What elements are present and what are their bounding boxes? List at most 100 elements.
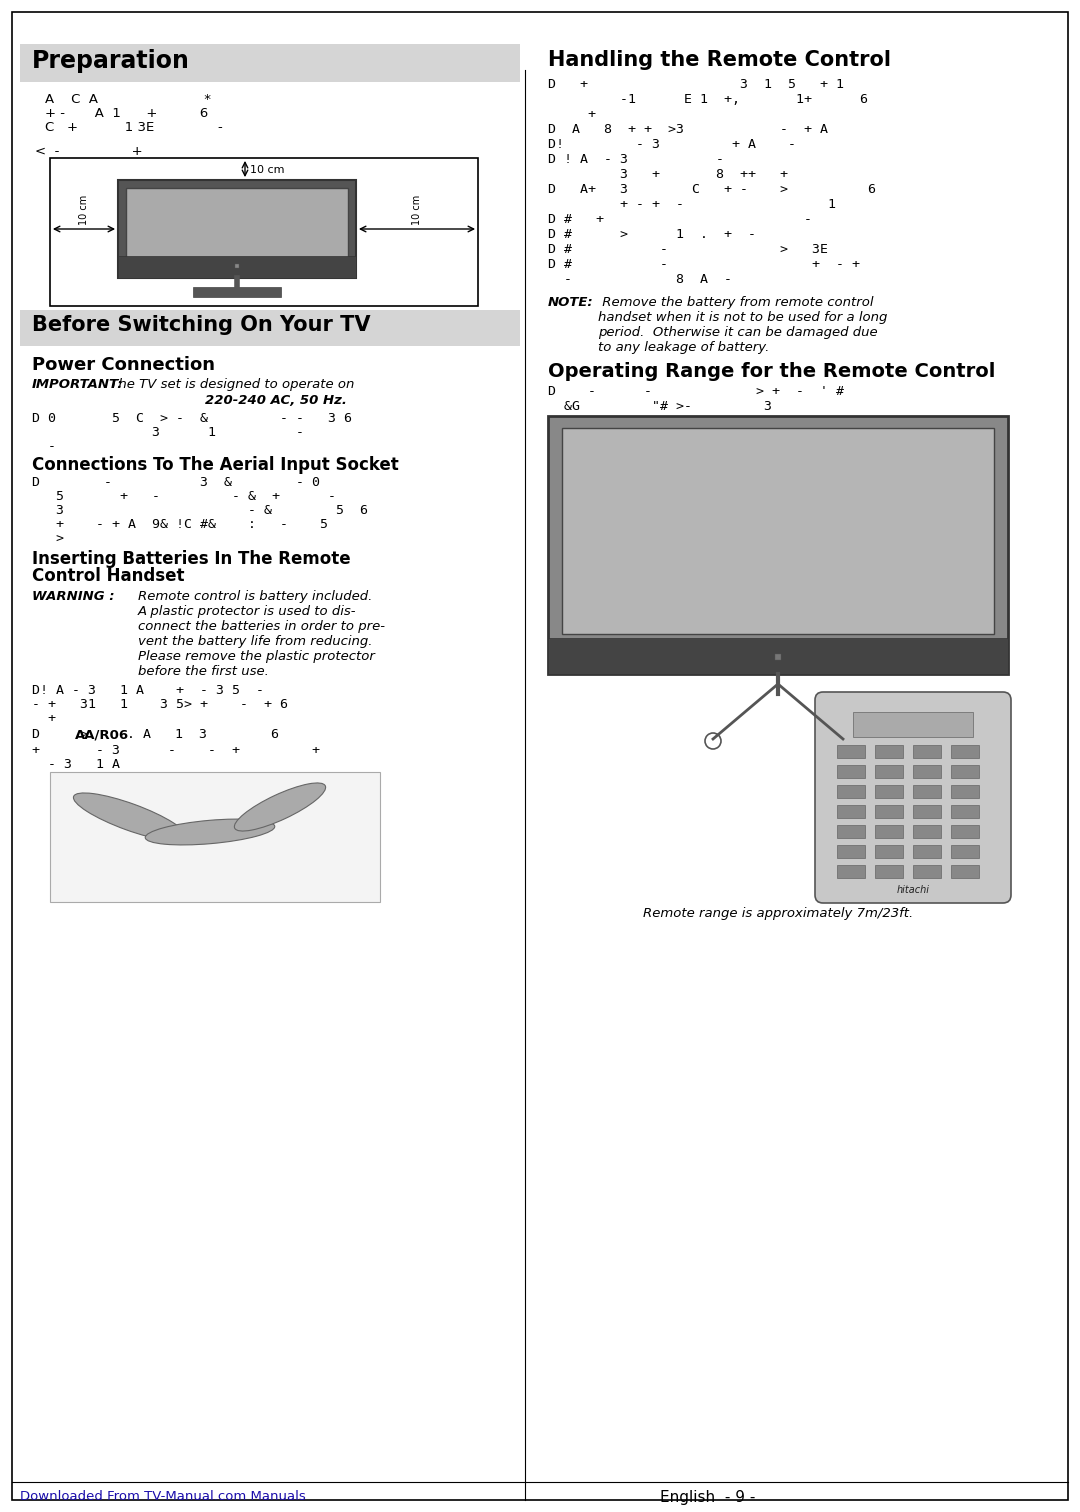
Text: C   +           1 3E               -: C + 1 3E - (45, 121, 222, 135)
Bar (913, 785, 941, 798)
Text: -1      E 1  +,       1+      6: -1 E 1 +, 1+ 6 (548, 94, 868, 106)
Text: D 0       5  C  > -  &         - -   3 6: D 0 5 C > - & - - 3 6 (32, 411, 352, 425)
Bar (562, 428, 994, 634)
Text: Before Switching On Your TV: Before Switching On Your TV (32, 314, 370, 336)
Ellipse shape (234, 783, 326, 832)
Text: +    - + A  9& !C #&    :   -    5: + - + A 9& !C #& : - 5 (32, 519, 328, 531)
Bar (21, 44, 519, 82)
Text: IMPORTANT:: IMPORTANT: (32, 378, 123, 392)
Bar (875, 845, 903, 857)
Text: + -       A  1      +          6: + - A 1 + 6 (45, 107, 208, 119)
Bar (837, 845, 865, 857)
Text: +       - 3      -    -  +         +: + - 3 - - + + (32, 744, 320, 758)
Text: Handling the Remote Control: Handling the Remote Control (548, 50, 891, 70)
Bar (875, 826, 903, 838)
Bar (951, 804, 978, 818)
Text: -             8  A  -: - 8 A - (548, 274, 732, 286)
Text: Control Handset: Control Handset (32, 567, 185, 585)
Text: D #      >      1  .  +  -: D # > 1 . + - (548, 228, 756, 240)
Text: D   +                   3  1  5   + 1: D + 3 1 5 + 1 (548, 79, 843, 91)
Text: The TV set is designed to operate on: The TV set is designed to operate on (106, 378, 354, 392)
Bar (193, 287, 281, 296)
Bar (548, 416, 1008, 674)
Bar (913, 804, 941, 818)
Circle shape (835, 733, 851, 748)
Bar (951, 745, 978, 758)
Text: 10 cm: 10 cm (79, 195, 89, 225)
Text: D ! A  - 3           -: D ! A - 3 - (548, 153, 724, 166)
Text: before the first use.: before the first use. (138, 665, 269, 677)
Text: >: > (32, 532, 64, 544)
Text: Downloaded From TV-Manual.com Manuals: Downloaded From TV-Manual.com Manuals (21, 1489, 306, 1503)
Bar (837, 826, 865, 838)
Text: to any leakage of battery.: to any leakage of battery. (598, 342, 769, 354)
Text: Remove the battery from remote control: Remove the battery from remote control (598, 296, 874, 308)
Text: 5       +   -         - &  +      -: 5 + - - & + - (32, 490, 336, 503)
Text: <  -                 +: < - + (35, 145, 143, 157)
Bar (875, 785, 903, 798)
Text: D #           -              >   3E: D # - > 3E (548, 243, 828, 256)
Bar (951, 826, 978, 838)
Text: -: - (32, 440, 56, 454)
Text: Please remove the plastic protector: Please remove the plastic protector (138, 650, 375, 662)
Bar (50, 773, 380, 903)
Bar (548, 638, 1008, 674)
Text: Power Connection: Power Connection (32, 355, 215, 373)
Text: 3                       - &        5  6: 3 - & 5 6 (32, 503, 368, 517)
Text: D #           -                  +  - +: D # - + - + (548, 259, 860, 271)
Text: 3      1          -: 3 1 - (32, 426, 303, 438)
Text: - 3   1 A: - 3 1 A (32, 758, 120, 771)
Text: D  A   8  + +  >3            -  + A: D A 8 + + >3 - + A (548, 122, 828, 136)
Bar (126, 187, 348, 259)
Bar (875, 745, 903, 758)
Bar (118, 180, 356, 278)
Text: Preparation: Preparation (32, 48, 190, 73)
Text: vent the battery life from reducing.: vent the battery life from reducing. (138, 635, 373, 649)
Text: hitachi: hitachi (896, 885, 930, 895)
Text: A plastic protector is used to dis-: A plastic protector is used to dis- (138, 605, 356, 618)
Text: D        -           3  &        - 0: D - 3 & - 0 (32, 476, 320, 488)
Text: period.  Otherwise it can be damaged due: period. Otherwise it can be damaged due (598, 327, 878, 339)
Bar (913, 826, 941, 838)
Bar (951, 785, 978, 798)
Bar (837, 785, 865, 798)
Bar (235, 265, 239, 268)
Bar (951, 845, 978, 857)
Text: D! A - 3   1 A    +  - 3 5  -: D! A - 3 1 A + - 3 5 - (32, 683, 264, 697)
Text: Operating Range for the Remote Control: Operating Range for the Remote Control (548, 361, 996, 381)
Text: D #   +                         -: D # + - (548, 213, 812, 225)
Bar (837, 804, 865, 818)
Text: AA/R06: AA/R06 (75, 727, 130, 741)
Text: 10 cm: 10 cm (249, 165, 284, 175)
Text: WARNING :: WARNING : (32, 590, 114, 603)
Bar (775, 655, 781, 661)
Text: A    C  A                         *: A C A * (45, 94, 211, 106)
Bar (913, 765, 941, 779)
Bar (913, 745, 941, 758)
Text: &G         "# >-         3: &G "# >- 3 (548, 401, 772, 413)
Bar (837, 765, 865, 779)
Text: +: + (548, 107, 596, 121)
Bar (875, 865, 903, 878)
Text: D     >: D > (32, 727, 87, 741)
Text: D   A+   3        C   + -    >          6: D A+ 3 C + - > 6 (548, 183, 876, 197)
Text: + - +  -                  1: + - + - 1 (548, 198, 836, 212)
Text: 10 cm: 10 cm (411, 195, 422, 225)
Text: handset when it is not to be used for a long: handset when it is not to be used for a … (598, 311, 888, 324)
Text: connect the batteries in order to pre-: connect the batteries in order to pre- (138, 620, 384, 634)
FancyBboxPatch shape (815, 692, 1011, 903)
Text: Connections To The Aerial Input Socket: Connections To The Aerial Input Socket (32, 457, 399, 473)
Bar (951, 865, 978, 878)
Text: NOTE:: NOTE: (548, 296, 594, 308)
Bar (853, 712, 973, 736)
Bar (913, 865, 941, 878)
Bar (837, 745, 865, 758)
Text: - +   31   1    3 5> +    -  + 6: - + 31 1 3 5> + - + 6 (32, 699, 288, 711)
Bar (913, 845, 941, 857)
Ellipse shape (73, 792, 187, 841)
Bar (951, 765, 978, 779)
Text: English  - 9 -: English - 9 - (660, 1489, 755, 1504)
Bar (837, 865, 865, 878)
Ellipse shape (145, 820, 274, 845)
Text: D    -      -             > +  -  ' #: D - - > + - ' # (548, 386, 843, 398)
